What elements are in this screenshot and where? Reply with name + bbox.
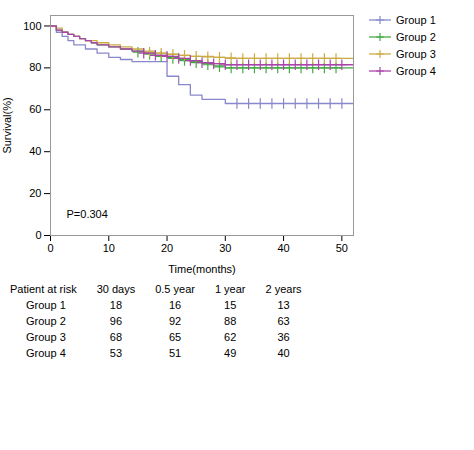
html-text:2 years: 2 years bbox=[265, 283, 302, 295]
html-text:Group 3: Group 3 bbox=[396, 48, 436, 60]
svg-text:20: 20 bbox=[29, 187, 41, 199]
html-text:15: 15 bbox=[224, 299, 237, 311]
html-text:96: 96 bbox=[109, 315, 122, 327]
svg-text:80: 80 bbox=[29, 61, 41, 73]
svg-text:60: 60 bbox=[29, 103, 41, 115]
html-text:Patient at risk: Patient at risk bbox=[10, 283, 77, 295]
html-text:13: 13 bbox=[277, 299, 290, 311]
svg-text:40: 40 bbox=[29, 145, 41, 157]
html-text:Group 2: Group 2 bbox=[396, 31, 436, 43]
html-text:88: 88 bbox=[224, 315, 237, 327]
html-text:40: 40 bbox=[277, 347, 290, 359]
html-text:68: 68 bbox=[109, 331, 122, 343]
html-text:51: 51 bbox=[168, 347, 182, 359]
svg-text:Time(months): Time(months) bbox=[168, 263, 235, 275]
svg-text:40: 40 bbox=[277, 242, 289, 254]
html-text:Group 1: Group 1 bbox=[396, 14, 436, 26]
html-text:18: 18 bbox=[109, 299, 122, 311]
svg-text:30: 30 bbox=[219, 242, 231, 254]
svg-text:Survival(%): Survival(%) bbox=[1, 97, 13, 153]
html-text:65: 65 bbox=[168, 331, 182, 343]
html-text:Group 2: Group 2 bbox=[26, 315, 66, 327]
html-text:62: 62 bbox=[224, 331, 237, 343]
svg-text:10: 10 bbox=[103, 242, 115, 254]
html-text:36: 36 bbox=[277, 331, 290, 343]
html-text:0.5 year: 0.5 year bbox=[155, 283, 195, 295]
html-text:53: 53 bbox=[109, 347, 122, 359]
svg-text:50: 50 bbox=[336, 242, 348, 254]
html-text:1 year: 1 year bbox=[214, 283, 246, 295]
html-text:16: 16 bbox=[168, 299, 182, 311]
html-text:Group 4: Group 4 bbox=[26, 347, 66, 359]
svg-text:100: 100 bbox=[23, 19, 41, 31]
svg-text:0: 0 bbox=[47, 242, 53, 254]
html-text:30 days: 30 days bbox=[96, 283, 136, 295]
html-text:Group 1: Group 1 bbox=[26, 299, 66, 311]
html-text:Group 3: Group 3 bbox=[26, 331, 66, 343]
html-text:49: 49 bbox=[224, 347, 237, 359]
svg-text:P=0.304: P=0.304 bbox=[67, 208, 108, 220]
html-text:92: 92 bbox=[168, 315, 182, 327]
svg-text:0: 0 bbox=[35, 229, 41, 241]
html-text:Group 4: Group 4 bbox=[396, 65, 436, 77]
svg-text:20: 20 bbox=[161, 242, 173, 254]
html-text:63: 63 bbox=[277, 315, 290, 327]
